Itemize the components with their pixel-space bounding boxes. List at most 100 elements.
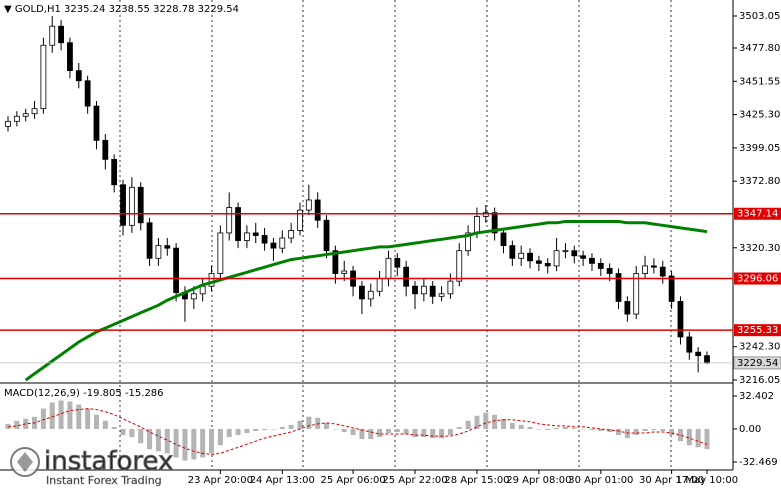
level-label: 3347.14 [737,209,778,220]
candle-body [332,250,339,274]
x-tick-label: 25 Apr 22:00 [382,475,447,486]
candle-body [571,250,578,257]
macd-bar [403,428,409,435]
macd-bar [430,428,436,439]
macd-bar [279,426,285,429]
macd-bar [447,428,453,436]
macd-bar [182,428,188,461]
macd-bar [14,420,20,429]
macd-bar [421,428,427,438]
candle-body [704,355,710,364]
macd-bar [58,400,64,429]
macd-bar [93,414,99,429]
macd-bar [536,428,542,430]
candle-body [668,275,675,302]
candle-body [111,158,118,186]
macd-bar [138,428,144,444]
candle-body [22,113,29,117]
x-tick-label: 1 May 10:00 [676,475,738,486]
candle-body [305,199,312,211]
y-tick-label: 0.00 [739,424,761,435]
macd-bar [518,424,524,429]
macd-bar [235,428,241,436]
macd-bar [394,428,400,433]
candle-body [208,273,215,287]
macd-bar [359,428,365,440]
y-tick-label: 32.402 [739,391,774,402]
macd-bar [191,428,197,460]
macd-bar [67,401,73,429]
candle-body [252,232,259,236]
candle-body [155,245,162,259]
candle-body [597,262,604,269]
macd-bar [624,428,630,439]
macd-bar [315,417,321,429]
dropdown-icon[interactable]: ▼ [4,4,15,15]
price-label: 3229.54 [737,358,778,369]
close-value: 3229.54 [198,4,239,15]
candle-body [314,199,321,221]
candle-body [297,209,303,231]
macd-header: MACD(12,26,9) -19.805 -15.286 [4,388,164,399]
macd-bar [377,428,383,438]
macd-bar [545,428,551,430]
macd-bar [155,428,161,452]
open-value: 3235.24 [64,4,105,15]
y-tick-label: 3372.80 [739,176,780,187]
macd-bar [350,428,356,436]
candle-body [137,186,144,224]
x-tick-label: 30 Apr 17:00 [639,475,704,486]
candle-body [341,270,348,274]
candle-body [553,250,560,267]
x-tick-label: 25 Apr 06:00 [320,475,385,486]
level-label-box [734,324,781,337]
candle-body [509,245,516,259]
candle-body [31,108,38,115]
macd-value: -19.805 [83,388,122,399]
macd-title: MACD(12,26,9) [4,388,80,399]
y-tick-label: -32.469 [739,457,778,468]
candle-body [589,257,595,264]
candle-body [226,207,233,234]
macd-bar [288,424,294,429]
candle-body [518,252,525,259]
macd-bar [704,428,710,450]
candle-body [102,139,109,160]
candle-body [615,273,622,302]
macd-bar [642,428,648,431]
candle-body [84,80,91,107]
candle-body [429,285,436,297]
candle-body [527,252,533,262]
candle-body [261,235,268,244]
y-tick-label: 3425.30 [739,110,780,121]
macd-bar [660,428,666,431]
candle-body [456,250,463,282]
macd-bar [173,428,179,458]
macd-bar [217,428,223,446]
candle-body [75,70,82,82]
macd-bar [200,428,206,458]
macd-bar [456,426,462,429]
macd-bar [226,428,232,438]
signal-value: -15.286 [125,388,164,399]
macd-bar [244,428,250,434]
y-tick-label: 3503.05 [739,11,780,22]
candle-body [217,232,224,274]
candle-body [606,268,613,274]
high-value: 3238.55 [109,4,150,15]
macd-bar [306,416,312,429]
macd-bar [500,418,506,429]
macd-bar [111,426,117,429]
candle-body [67,42,73,72]
candle-body [412,285,418,295]
logo: instaforex Instant Forex Trading [10,446,174,487]
macd-bar [341,428,347,433]
macd-bar [695,428,701,448]
macd-bar [580,428,586,430]
macd-bar [633,428,639,436]
macd-bar [324,422,330,429]
candle-body [164,245,171,249]
candle-body [420,285,427,295]
candle-body [49,25,56,46]
